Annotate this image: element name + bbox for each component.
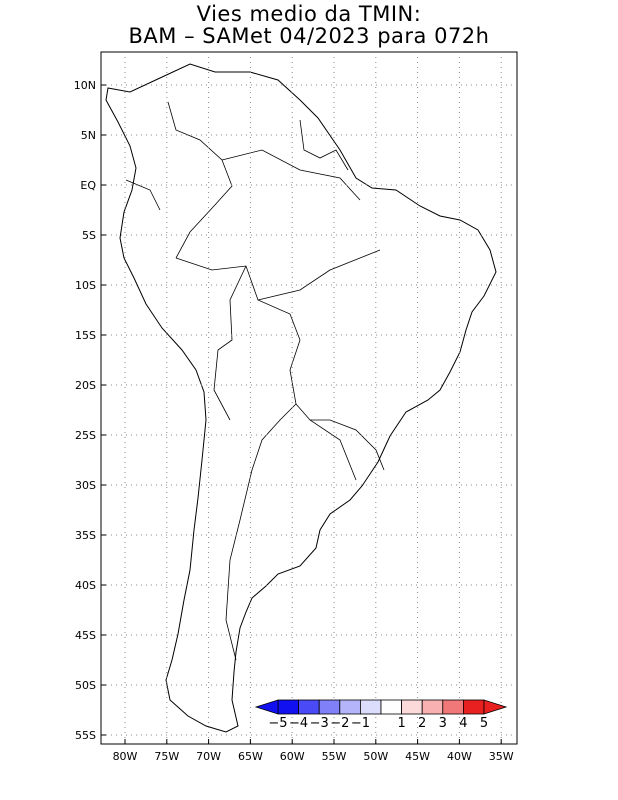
colorbar-swatch: [462, 699, 485, 715]
longitude-labels: 80W 75W 70W 65W 60W 55W 50W 45W 40W 35W: [113, 739, 514, 763]
colorbar-label: 1: [397, 716, 405, 731]
lat-label: 25S: [75, 429, 96, 442]
latitude-labels: 10N 5N EQ 5S 10S 15S 20S 25S 30S 35S 40S 45S 50S 55S: [74, 79, 106, 742]
colorbar-swatch: [421, 699, 444, 715]
lat-label: 40S: [75, 579, 96, 592]
colorbar-swatch: [442, 699, 464, 715]
lat-label: 5N: [81, 129, 96, 142]
colorbar-arrow-left: [254, 699, 279, 715]
map-title-line2: BAM – SAMet 04/2023 para 072h: [128, 24, 490, 48]
lon-label: 40W: [447, 750, 472, 763]
colorbar-swatch: [298, 699, 320, 715]
colorbar: [254, 699, 508, 715]
lon-label: 55W: [322, 750, 347, 763]
colorbar-label: −4: [289, 716, 308, 731]
lon-label: 65W: [238, 750, 263, 763]
lat-label: 10N: [74, 79, 96, 92]
colorbar-label: −3: [310, 716, 329, 731]
colorbar-swatch: [277, 699, 300, 715]
colorbar-label: 4: [459, 716, 467, 731]
lat-label: 30S: [75, 479, 96, 492]
colorbar-arrow-right: [483, 699, 508, 715]
lat-label: 10S: [75, 279, 96, 292]
lon-label: 75W: [154, 750, 179, 763]
map-title-line1: Vies medio da TMIN:: [196, 2, 422, 26]
lon-label: 45W: [405, 750, 430, 763]
colorbar-swatch: [401, 699, 423, 715]
lon-label: 50W: [363, 750, 388, 763]
lon-label: 70W: [196, 750, 221, 763]
lat-label: 45S: [75, 629, 96, 642]
colorbar-label: 2: [418, 716, 426, 731]
lat-label: 15S: [75, 329, 96, 342]
colorbar-swatch: [380, 699, 403, 715]
colorbar-swatch: [339, 699, 361, 715]
lon-label: 60W: [280, 750, 305, 763]
lat-label: EQ: [80, 179, 96, 192]
colorbar-label: −1: [351, 716, 370, 731]
lat-label: 5S: [82, 229, 96, 242]
graticule: [101, 52, 517, 744]
lat-label: 50S: [75, 679, 96, 692]
lon-label: 35W: [489, 750, 514, 763]
colorbar-label: −2: [330, 716, 349, 731]
lon-label: 80W: [113, 750, 138, 763]
colorbar-label: 5: [480, 716, 488, 731]
lat-label: 35S: [75, 529, 96, 542]
colorbar-labels: −5 −4 −3 −2 −1 1 2 3 4 5: [268, 716, 488, 731]
lat-label: 20S: [75, 379, 96, 392]
colorbar-label: 3: [439, 716, 447, 731]
lat-label: 55S: [75, 729, 96, 742]
colorbar-swatch: [359, 699, 382, 715]
colorbar-label: −5: [268, 716, 287, 731]
colorbar-swatch: [318, 699, 341, 715]
